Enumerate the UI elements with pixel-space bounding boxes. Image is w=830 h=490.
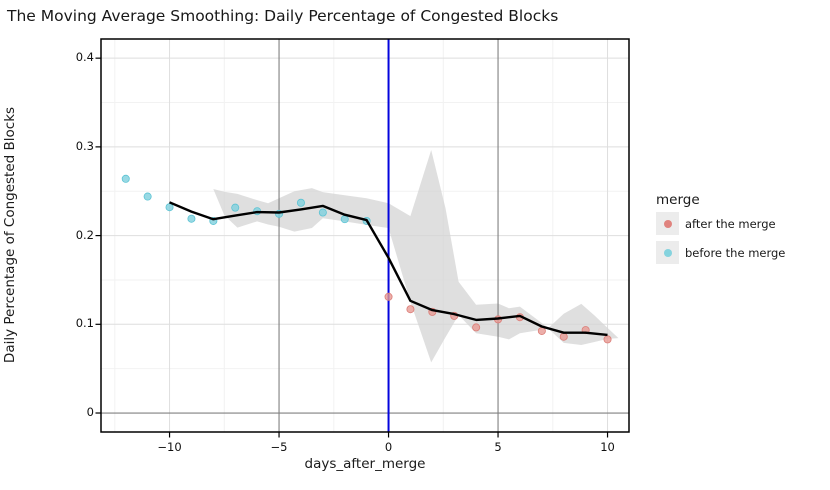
- x-tick-label: −5: [270, 440, 288, 454]
- uncertainty-band: [213, 150, 619, 363]
- y-tick-label: 0: [86, 405, 94, 419]
- panel-border: [100, 38, 630, 433]
- scatter-point-after: [472, 323, 481, 332]
- legend: merge after the merge before the merge: [656, 192, 785, 270]
- legend-label: after the merge: [685, 216, 776, 231]
- scatter-point-after: [384, 292, 393, 301]
- legend-dot-icon: [663, 248, 672, 257]
- y-tick-label: 0.1: [75, 316, 94, 331]
- scatter-point-after: [406, 305, 415, 314]
- legend-title: merge: [656, 192, 700, 208]
- scatter-point-before: [318, 208, 327, 217]
- scatter-point-before: [143, 192, 152, 201]
- scatter-point-after: [559, 332, 568, 341]
- x-tick-label: 10: [600, 440, 615, 454]
- y-tick-label: 0.4: [75, 50, 94, 65]
- scatter-point-before: [187, 214, 196, 223]
- legend-dot-icon: [663, 219, 672, 228]
- scatter-point-before: [121, 174, 130, 183]
- x-axis-title: days_after_merge: [304, 456, 426, 472]
- legend-label: before the merge: [685, 245, 786, 260]
- y-tick-label: 0.2: [75, 227, 94, 242]
- legend-key: [656, 241, 679, 264]
- scatter-point-before: [340, 215, 349, 224]
- legend-entry: after the merge: [656, 212, 785, 235]
- scatter-point-before: [231, 203, 240, 212]
- moving-average-line: [169, 201, 608, 337]
- chart-title: The Moving Average Smoothing: Daily Perc…: [7, 7, 559, 25]
- y-tick-label: 0.3: [75, 138, 94, 153]
- x-tick-label: 5: [494, 440, 502, 454]
- scatter-point-after: [603, 335, 612, 344]
- x-tick-label: 0: [384, 440, 393, 454]
- scatter-point-before: [296, 198, 305, 207]
- x-tick-label: −10: [157, 440, 182, 454]
- legend-key: [656, 212, 679, 235]
- legend-entry: before the merge: [656, 241, 785, 264]
